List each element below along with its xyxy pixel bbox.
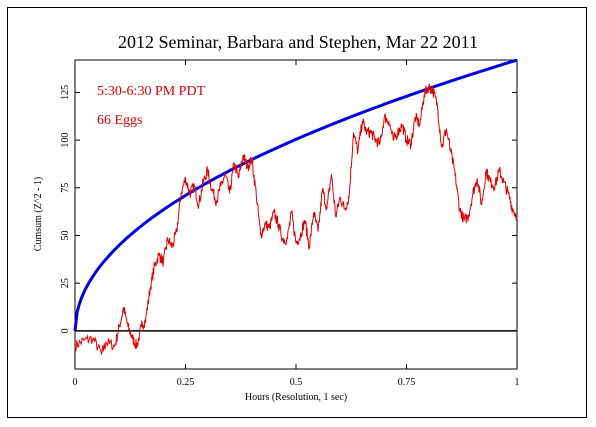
y-tick-label: 50 (60, 230, 71, 240)
annotation-eggs: 66 Eggs (97, 113, 143, 128)
y-tick-label: 0 (60, 328, 71, 333)
x-tick-label: 1 (515, 377, 520, 388)
series-cumsum-line (74, 83, 518, 356)
annotation-time: 5:30-6:30 PM PDT (97, 84, 206, 99)
y-axis-ticks: 0 25 50 75 100 125 (60, 85, 517, 333)
chart-title: 2012 Seminar, Barbara and Stephen, Mar 2… (118, 32, 478, 52)
x-tick-label: 0.5 (290, 377, 303, 388)
x-axis-label: Hours (Resolution, 1 sec) (245, 392, 347, 403)
x-tick-label: 0.25 (177, 377, 195, 388)
x-tick-label: 0 (73, 377, 78, 388)
y-tick-label: 75 (60, 183, 71, 193)
series-envelope-curve (73, 58, 518, 332)
x-tick-label: 0.75 (398, 377, 416, 388)
y-tick-label: 25 (60, 278, 71, 288)
y-tick-label: 125 (60, 85, 71, 100)
y-axis-label: Cumsum (Z^2 - 1) (33, 177, 44, 251)
y-tick-label: 100 (60, 133, 71, 148)
